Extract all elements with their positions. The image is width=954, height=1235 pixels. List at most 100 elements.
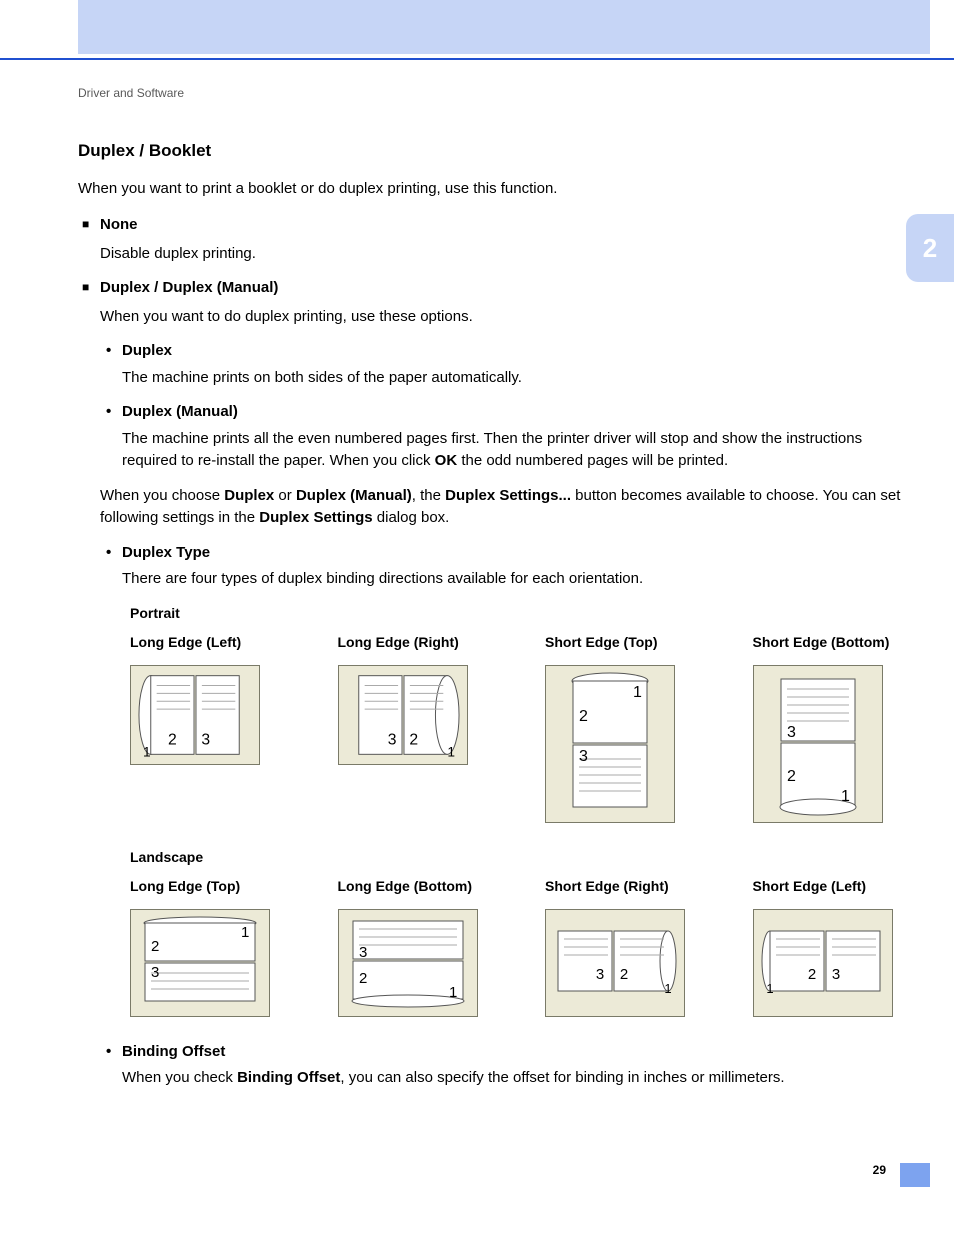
item-none-title: None	[78, 214, 906, 237]
thumb-p0: 2 3 1	[130, 665, 260, 765]
svg-text:3: 3	[787, 724, 796, 741]
binding-table: Portrait Long Edge (Left) 231 Long Edge …	[130, 603, 906, 1017]
t: the odd numbered pages will be printed.	[457, 452, 728, 469]
flip-top-icon: 1 2 3	[567, 671, 653, 817]
thumb-l2: 32 1	[545, 909, 685, 1017]
chapter-tab: 2	[906, 214, 954, 282]
book-left-icon: 2 3 1	[137, 671, 253, 759]
t: Duplex (Manual)	[163, 279, 279, 296]
thumb-p2: 1 2 3	[545, 665, 675, 823]
svg-text:3: 3	[201, 731, 210, 748]
flip-top-icon: 1 2 3	[137, 915, 263, 1011]
svg-text:1: 1	[664, 981, 671, 996]
cell-p3: Short Edge (Bottom) 3 2 1	[753, 632, 907, 823]
label: Long Edge (Right)	[338, 632, 492, 653]
header-band	[78, 0, 930, 54]
svg-text:2: 2	[409, 731, 418, 748]
page: 2 Driver and Software Duplex / Booklet W…	[0, 0, 954, 1235]
book-right-icon: 32 1	[552, 927, 678, 999]
section-title: Duplex / Booklet	[78, 138, 906, 164]
duplex-type-title: Duplex Type	[78, 542, 906, 565]
thumb-l1: 3 2 1	[338, 909, 478, 1017]
cell-l0: Long Edge (Top) 1 2 3	[130, 876, 284, 1017]
thumb-l0: 1 2 3	[130, 909, 270, 1017]
portrait-row: Long Edge (Left) 231 Long Edge (Right) 3…	[130, 632, 906, 823]
svg-text:2: 2	[620, 966, 628, 983]
label: Short Edge (Bottom)	[753, 632, 907, 653]
svg-text:2: 2	[151, 938, 159, 955]
label: Short Edge (Left)	[753, 876, 907, 897]
svg-text:3: 3	[831, 966, 839, 983]
cell-p0: Long Edge (Left) 2 3 1	[130, 632, 284, 823]
content: Duplex / Booklet When you want to print …	[78, 138, 906, 1102]
label: Long Edge (Top)	[130, 876, 284, 897]
page-number-bar	[900, 1163, 930, 1187]
sub-duplex-title: Duplex	[78, 340, 906, 363]
svg-text:3: 3	[579, 748, 588, 765]
binding-offset-title: Binding Offset	[78, 1041, 906, 1064]
item-duplex-title: Duplex / Duplex (Manual)	[78, 277, 906, 300]
svg-text:1: 1	[447, 744, 455, 759]
label: Long Edge (Left)	[130, 632, 284, 653]
t: When you choose	[100, 487, 224, 504]
svg-text:2: 2	[807, 966, 815, 983]
label: Short Edge (Top)	[545, 632, 699, 653]
label: Long Edge (Bottom)	[338, 876, 492, 897]
t: /	[150, 279, 163, 296]
svg-text:3: 3	[596, 966, 604, 983]
svg-text:1: 1	[766, 981, 773, 996]
cell-l1: Long Edge (Bottom) 3 2 1	[338, 876, 492, 1017]
breadcrumb: Driver and Software	[78, 86, 184, 100]
item-none-body: Disable duplex printing.	[78, 243, 906, 266]
item-duplex-body: When you want to do duplex printing, use…	[78, 306, 906, 329]
t: Duplex (Manual)	[296, 487, 412, 504]
section-intro: When you want to print a booklet or do d…	[78, 178, 906, 201]
t: , the	[412, 487, 445, 504]
svg-text:1: 1	[841, 788, 850, 805]
svg-text:3: 3	[387, 731, 396, 748]
t: Duplex	[224, 487, 274, 504]
ok-literal: OK	[435, 452, 458, 469]
landscape-caption: Landscape	[130, 847, 906, 868]
sub-duplex-body: The machine prints on both sides of the …	[78, 367, 906, 390]
book-right-icon: 32 1	[345, 671, 461, 759]
page-number: 29	[873, 1163, 886, 1177]
cell-l2: Short Edge (Right) 32 1	[545, 876, 699, 1017]
t: dialog box.	[373, 509, 450, 526]
sub-manual-body: The machine prints all the even numbered…	[78, 428, 906, 473]
t: Binding Offset	[237, 1069, 340, 1086]
portrait-caption: Portrait	[130, 603, 906, 624]
settings-para: When you choose Duplex or Duplex (Manual…	[78, 485, 906, 530]
t: Duplex Settings...	[445, 487, 571, 504]
t: , you can also specify the offset for bi…	[340, 1069, 784, 1086]
cell-p2: Short Edge (Top) 1 2 3	[545, 632, 699, 823]
svg-text:3: 3	[359, 944, 367, 961]
landscape-row: Long Edge (Top) 123 Long Edge (Bottom) 3…	[130, 876, 906, 1017]
t: When you check	[122, 1069, 237, 1086]
flip-bottom-icon: 3 2 1	[345, 915, 471, 1011]
svg-text:2: 2	[579, 708, 588, 725]
svg-text:3: 3	[151, 964, 159, 981]
binding-offset-body: When you check Binding Offset, you can a…	[78, 1067, 906, 1090]
book-left-icon: 23 1	[760, 927, 886, 999]
thumb-p1: 32 1	[338, 665, 468, 765]
svg-text:1: 1	[143, 744, 151, 759]
t: or	[274, 487, 296, 504]
label: Short Edge (Right)	[545, 876, 699, 897]
svg-text:1: 1	[449, 984, 457, 1001]
flip-bottom-icon: 3 2 1	[775, 671, 861, 817]
cell-p1: Long Edge (Right) 32 1	[338, 632, 492, 823]
svg-text:2: 2	[787, 768, 796, 785]
thumb-p3: 3 2 1	[753, 665, 883, 823]
svg-text:2: 2	[359, 970, 367, 987]
svg-text:1: 1	[633, 684, 642, 701]
thumb-l3: 23 1	[753, 909, 893, 1017]
header-rule	[0, 58, 954, 60]
cell-l3: Short Edge (Left) 23 1	[753, 876, 907, 1017]
sub-manual-title: Duplex (Manual)	[78, 401, 906, 424]
t: Duplex	[100, 279, 150, 296]
svg-text:2: 2	[168, 731, 177, 748]
duplex-type-body: There are four types of duplex binding d…	[78, 568, 906, 591]
svg-text:1: 1	[241, 924, 249, 941]
t: Duplex Settings	[259, 509, 372, 526]
